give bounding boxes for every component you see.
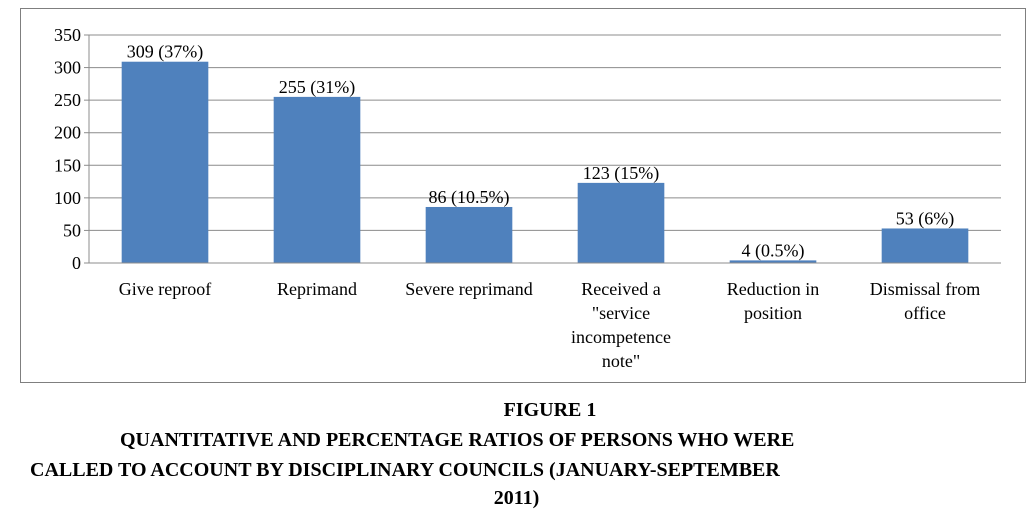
figure-number: FIGURE 1 [503, 399, 597, 421]
bar-chart: 0 50 100 150 200 250 300 350 309 (37%) Give repro… [54, 25, 1001, 371]
bar [425, 206, 513, 263]
y-tick-label: 0 [72, 253, 81, 273]
data-label: 86 (10.5%) [429, 187, 510, 208]
caption-line-3: 2011) [493, 487, 540, 509]
chart-frame: 0 50 100 150 200 250 300 350 309 (37%) Give repro… [20, 8, 1026, 383]
y-tick-label: 250 [54, 90, 81, 110]
x-tick-label: Received a "service incompetence note" [571, 279, 671, 371]
x-tick-label: Dismissal from office [870, 279, 981, 323]
data-label: 4 (0.5%) [742, 240, 805, 261]
data-label: 53 (6%) [896, 208, 954, 229]
y-tick-label: 200 [54, 123, 81, 143]
bar [881, 228, 969, 263]
caption-line-2: CALLED TO ACCOUNT BY DISCIPLINARY COUNCI… [30, 459, 780, 481]
y-tick-label: 300 [54, 58, 81, 78]
y-tick-label: 100 [54, 188, 81, 208]
x-tick-label: Reprimand [277, 279, 357, 299]
y-tick-label: 150 [54, 155, 81, 175]
data-label: 123 (15%) [583, 163, 659, 184]
bar [577, 182, 665, 263]
bar [273, 96, 361, 263]
data-label: 309 (37%) [127, 42, 203, 63]
data-label: 255 (31%) [279, 77, 355, 98]
x-tick-label: Give reproof [119, 279, 211, 299]
x-tick-label: Reduction in position [727, 279, 820, 323]
bar [121, 61, 209, 263]
caption-line-1: QUANTITATIVE AND PERCENTAGE RATIOS OF PE… [120, 429, 795, 451]
x-tick-label: Severe reprimand [405, 279, 532, 299]
y-tick-label: 50 [63, 220, 81, 240]
bar [729, 260, 817, 263]
y-tick-label: 350 [54, 25, 81, 45]
